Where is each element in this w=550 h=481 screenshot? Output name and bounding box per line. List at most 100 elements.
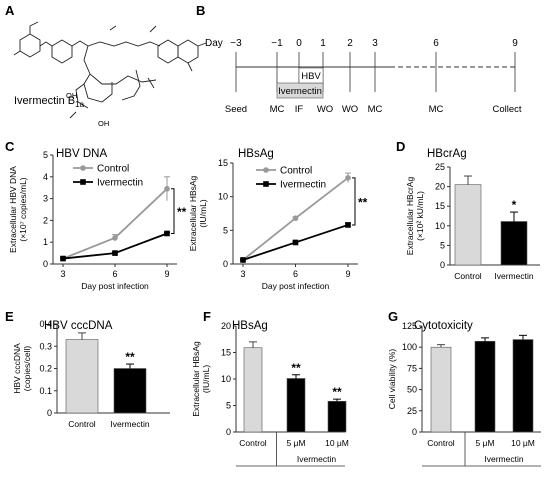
- c1-ylabel-1: (×10⁷ copies/mL): [18, 177, 28, 241]
- g-bar-2: [512, 339, 534, 433]
- g-category-0: Control: [427, 438, 455, 448]
- d-category-0: Control: [454, 271, 482, 281]
- e-category-1: Ivermectin: [110, 419, 149, 429]
- c1-ylabel-0: Extracellular HBV DNA: [8, 166, 18, 253]
- timeline-event-4: WO: [342, 104, 358, 115]
- g-ytick-label-2: 50: [407, 385, 417, 395]
- c1-legend-label-0: Control: [97, 164, 129, 175]
- oh-label-2: OH: [98, 119, 109, 128]
- chart-hbsag-dose: HBsAg 0 5 10 15 20 Extracellular HBsAg (IU/mL) C…: [191, 320, 349, 467]
- c1-significance: **: [177, 205, 187, 219]
- c1-ytick-label-4: 4: [43, 172, 48, 182]
- ivermectin-treatment-label: Ivermectin: [278, 86, 322, 97]
- e-ytick-label-3: 0.3: [39, 341, 52, 351]
- oh-label-1: OH: [66, 91, 77, 100]
- c2-legend-marker-0: [263, 167, 269, 173]
- g-ytick-label-1: 25: [407, 406, 417, 416]
- d-ytick-label-2: 10: [435, 221, 445, 231]
- f-group-label: Ivermectin: [297, 454, 336, 464]
- c2-ytick-label-0: 0: [223, 259, 228, 269]
- g-ytick-label-0: 0: [412, 427, 417, 437]
- timeline-day-4: 2: [347, 38, 353, 49]
- f-category-1: 5 μM: [286, 438, 305, 448]
- timeline-day-2: 0: [296, 38, 302, 49]
- c2-ylabel-0: Extracellular HBsAg: [188, 175, 198, 251]
- f-category-0: Control: [239, 438, 267, 448]
- c1-point-1-0: [60, 255, 66, 262]
- d-significance-1: *: [512, 198, 517, 212]
- d-bar-1: [500, 221, 528, 266]
- f-bar-0: [243, 347, 263, 433]
- timeline-event-1: MC: [270, 104, 285, 115]
- e-ylabel-1: (copies/cell): [22, 346, 32, 392]
- f-ytick-label-0: 0: [226, 427, 231, 437]
- c1-legend-label-1: Ivermectin: [97, 178, 143, 189]
- f-ytick-label-1: 5: [226, 401, 231, 411]
- timeline-event-0: Seed: [225, 104, 247, 115]
- c1-ytick-label-5: 5: [43, 150, 48, 160]
- ivermectin-structure: [13, 21, 207, 119]
- f-title: HBsAg: [232, 320, 268, 332]
- f-category-2: 10 μM: [325, 438, 349, 448]
- timeline-day-label: Day: [205, 38, 223, 49]
- c2-significance-bracket: [352, 177, 356, 226]
- e-ylabel-0: HBV cccDNA: [12, 343, 22, 394]
- panel-label-g: G: [388, 309, 398, 324]
- g-ytick-label-5: 125: [402, 321, 417, 331]
- c1-xtick-label-0: 3: [60, 269, 65, 279]
- d-category-1: Ivermectin: [494, 271, 533, 281]
- panel-label-e: E: [5, 309, 14, 324]
- c1-xtick-label-1: 6: [112, 269, 117, 279]
- c1-xtick-label-2: 9: [164, 269, 169, 279]
- c2-legend-label-1: Ivermectin: [280, 180, 326, 191]
- timeline-event-2: IF: [295, 104, 304, 115]
- f-ytick-label-4: 20: [221, 321, 231, 331]
- compound-name: Ivermectin B1a: [14, 95, 85, 109]
- c2-ytick-label-1: 5: [223, 225, 228, 235]
- e-bar-0: [65, 339, 99, 414]
- d-ytick-label-1: 5: [440, 240, 445, 250]
- c2-point-1-0: [240, 257, 246, 263]
- timeline-day-6: 6: [433, 38, 439, 49]
- c2-point-0-2: [345, 175, 351, 181]
- c2-xtick-label-0: 3: [240, 269, 245, 279]
- f-significance-1: **: [291, 361, 301, 375]
- c2-ytick-label-3: 15: [218, 158, 228, 168]
- c2-xtick-label-2: 9: [345, 269, 350, 279]
- hbv-infection-label: HBV: [301, 71, 321, 82]
- c2-legend-marker-1: [263, 181, 269, 187]
- g-ylabel-0: Cell viability (%): [387, 349, 397, 410]
- f-bar-2: [327, 400, 347, 433]
- c2-point-0-1: [292, 215, 299, 222]
- e-significance-1: **: [125, 350, 135, 364]
- d-ylabel-0: Extracellular HBcrAg: [405, 177, 415, 256]
- timeline-day-0: −3: [230, 38, 242, 49]
- c1-ytick-label-1: 1: [43, 237, 48, 247]
- d-ytick-label-4: 20: [435, 182, 445, 192]
- c2-xtick-label-1: 6: [293, 269, 298, 279]
- g-category-1: 5 μM: [475, 438, 494, 448]
- f-significance-2: **: [332, 385, 342, 399]
- timeline-day-7: 9: [512, 38, 518, 49]
- c2-significance: **: [358, 195, 368, 209]
- d-ytick-label-0: 0: [440, 260, 445, 270]
- c1-title: HBV DNA: [56, 148, 107, 160]
- timeline-event-7: Collect: [492, 104, 521, 115]
- e-ytick-label-4: 0.4: [39, 319, 52, 329]
- c2-ytick-label-2: 10: [218, 192, 228, 202]
- f-ylabel-0: Extracellular HBsAg: [191, 341, 201, 417]
- e-bar-1: [113, 368, 147, 414]
- g-category-2: 10 μM: [511, 438, 535, 448]
- d-ylabel-1: (×10² kU/mL): [415, 191, 425, 241]
- c1-ytick-label-0: 0: [43, 259, 48, 269]
- c2-ylabel-1: (IU/mL): [198, 199, 208, 228]
- timeline-day-5: 3: [372, 38, 378, 49]
- c1-point-0-2: [164, 185, 170, 192]
- d-bar-0: [454, 184, 482, 266]
- g-ytick-label-3: 75: [407, 363, 417, 373]
- f-ytick-label-2: 10: [221, 374, 231, 384]
- e-category-0: Control: [68, 419, 96, 429]
- panel-label-c: C: [5, 139, 15, 154]
